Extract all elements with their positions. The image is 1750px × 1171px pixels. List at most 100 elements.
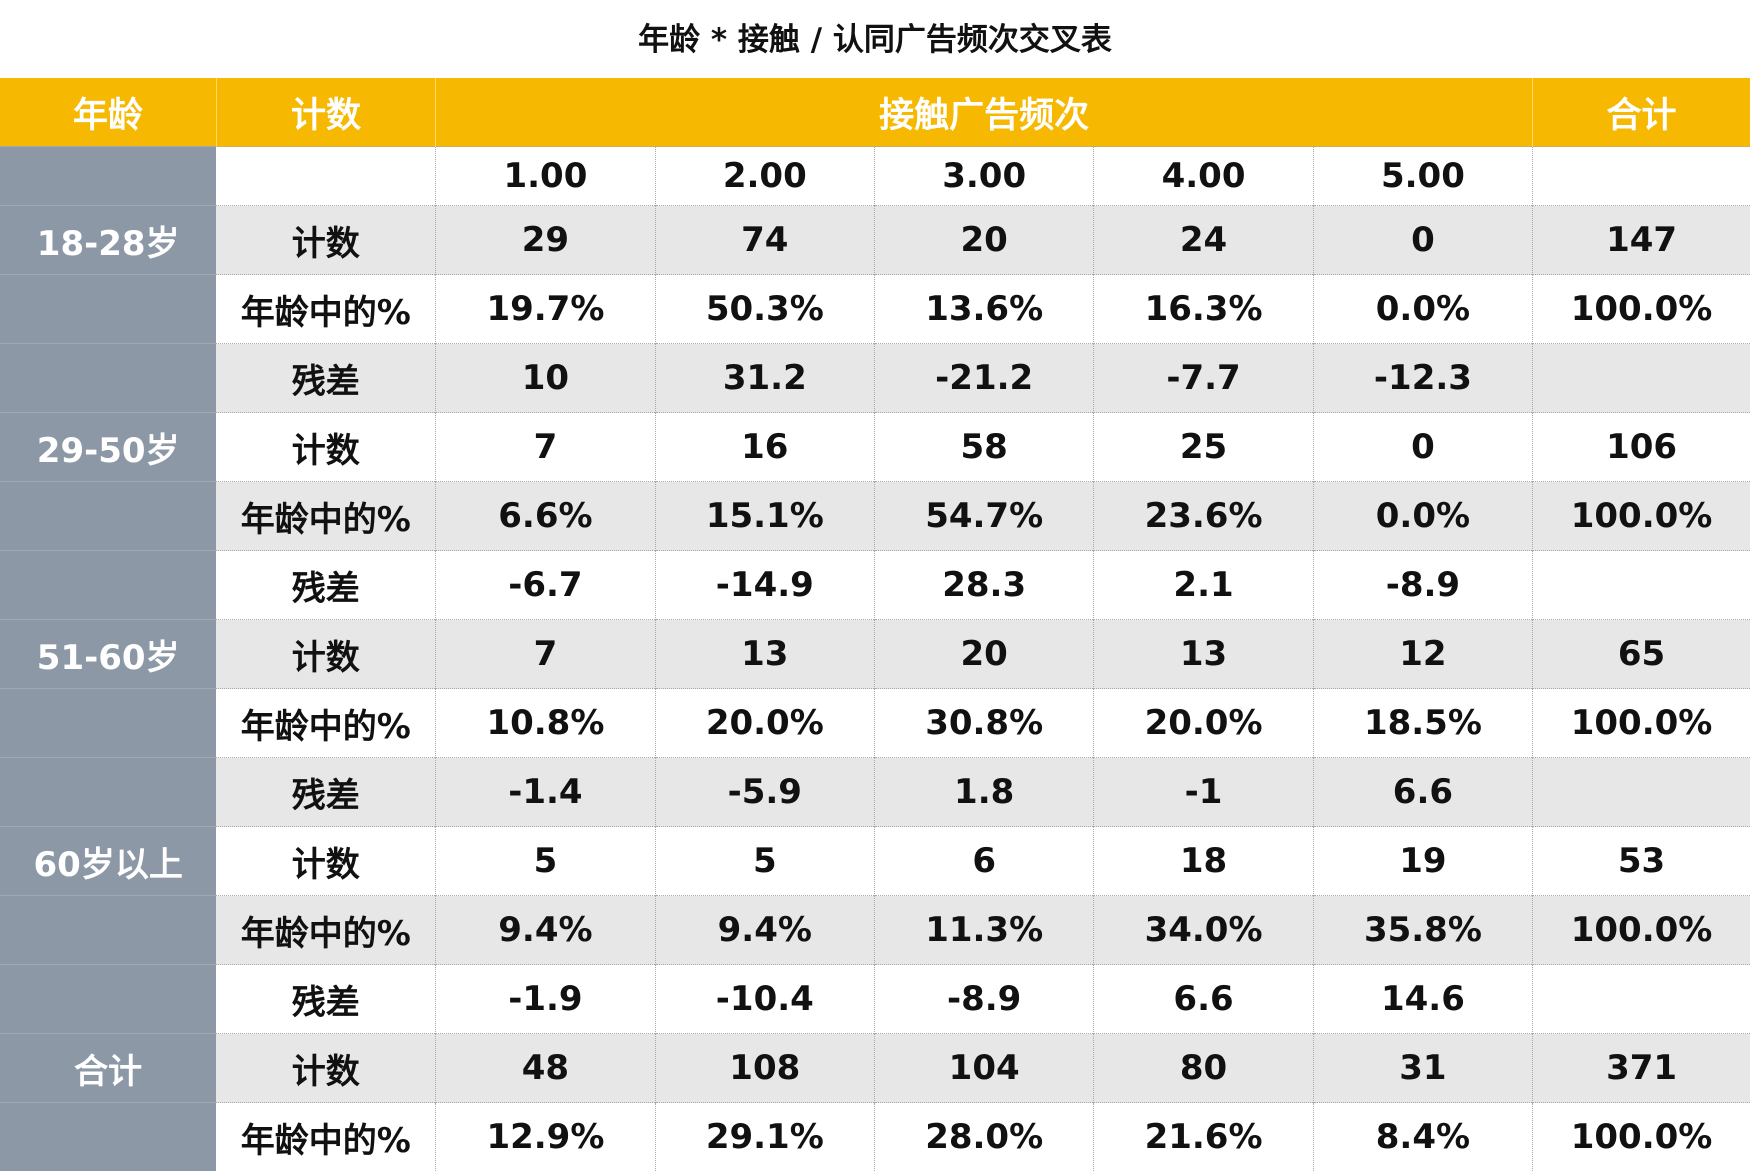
statistic-label: 年龄中的% (216, 689, 435, 758)
value-cell: -8.9 (1313, 551, 1532, 620)
row-total-cell (1533, 551, 1750, 620)
statistic-label: 计数 (216, 827, 435, 896)
value-cell: 74 (655, 206, 874, 275)
value-cell: -6.7 (436, 551, 655, 620)
frequency-label: 3.00 (874, 147, 1093, 206)
age-group-label (0, 758, 216, 827)
value-cell: 108 (655, 1034, 874, 1103)
age-group-label: 29-50岁 (0, 413, 216, 482)
value-cell: 6.6% (436, 482, 655, 551)
value-cell: 8.4% (1313, 1103, 1532, 1171)
age-group-label: 51-60岁 (0, 620, 216, 689)
value-cell: 58 (874, 413, 1093, 482)
value-cell: 0 (1313, 206, 1532, 275)
value-cell: -10.4 (655, 965, 874, 1034)
total-cell (1533, 147, 1750, 206)
value-cell: 5 (655, 827, 874, 896)
value-cell: 23.6% (1094, 482, 1313, 551)
frequency-label: 5.00 (1313, 147, 1532, 206)
frequency-subheader-row: 1.00 2.00 3.00 4.00 5.00 (0, 147, 1750, 206)
value-cell: 6 (874, 827, 1093, 896)
value-cell: 20.0% (1094, 689, 1313, 758)
age-group-label: 60岁以上 (0, 827, 216, 896)
value-cell: 28.0% (874, 1103, 1093, 1171)
age-group-label (0, 1103, 216, 1171)
statistic-label: 计数 (216, 1034, 435, 1103)
stat-cell (216, 147, 435, 206)
value-cell: 30.8% (874, 689, 1093, 758)
value-cell: -5.9 (655, 758, 874, 827)
row-total-cell: 100.0% (1533, 1103, 1750, 1171)
value-cell: 10 (436, 344, 655, 413)
value-cell: 20 (874, 620, 1093, 689)
header-frequency-group: 接触广告频次 (436, 78, 1533, 147)
age-group-label (0, 689, 216, 758)
statistic-label: 计数 (216, 620, 435, 689)
row-total-cell: 100.0% (1533, 275, 1750, 344)
statistic-label: 残差 (216, 758, 435, 827)
value-cell: 24 (1094, 206, 1313, 275)
value-cell: -1.4 (436, 758, 655, 827)
value-cell: 20.0% (655, 689, 874, 758)
row-total-cell (1533, 965, 1750, 1034)
value-cell: 13.6% (874, 275, 1093, 344)
row-total-cell (1533, 758, 1750, 827)
value-cell: 54.7% (874, 482, 1093, 551)
value-cell: 50.3% (655, 275, 874, 344)
value-cell: 16 (655, 413, 874, 482)
row-total-cell: 100.0% (1533, 482, 1750, 551)
frequency-label: 4.00 (1094, 147, 1313, 206)
age-group-label (0, 275, 216, 344)
value-cell: 80 (1094, 1034, 1313, 1103)
age-group-label (0, 344, 216, 413)
value-cell: 31.2 (655, 344, 874, 413)
table-row: 年龄中的%12.9%29.1%28.0%21.6%8.4%100.0% (0, 1103, 1750, 1171)
row-total-cell (1533, 344, 1750, 413)
value-cell: 13 (655, 620, 874, 689)
row-total-cell: 371 (1533, 1034, 1750, 1103)
value-cell: 7 (436, 413, 655, 482)
value-cell: -1 (1094, 758, 1313, 827)
statistic-label: 计数 (216, 413, 435, 482)
value-cell: 0.0% (1313, 275, 1532, 344)
header-row: 年龄 计数 接触广告频次 合计 (0, 78, 1750, 147)
age-group-label (0, 482, 216, 551)
value-cell: 15.1% (655, 482, 874, 551)
table-title: 年龄 * 接触 / 认同广告频次交叉表 (0, 0, 1750, 78)
row-total-cell: 65 (1533, 620, 1750, 689)
value-cell: 104 (874, 1034, 1093, 1103)
value-cell: 5 (436, 827, 655, 896)
statistic-label: 计数 (216, 206, 435, 275)
value-cell: -8.9 (874, 965, 1093, 1034)
frequency-label: 1.00 (436, 147, 655, 206)
value-cell: 34.0% (1094, 896, 1313, 965)
value-cell: -7.7 (1094, 344, 1313, 413)
frequency-label: 2.00 (655, 147, 874, 206)
table-row: 年龄中的%9.4%9.4%11.3%34.0%35.8%100.0% (0, 896, 1750, 965)
age-group-label: 18-28岁 (0, 206, 216, 275)
value-cell: 18.5% (1313, 689, 1532, 758)
crosstab-table: 年龄 计数 接触广告频次 合计 1.00 2.00 3.00 4.00 5.00… (0, 78, 1750, 1171)
value-cell: 7 (436, 620, 655, 689)
header-age: 年龄 (0, 78, 216, 147)
age-cell (0, 147, 216, 206)
age-group-label (0, 965, 216, 1034)
value-cell: 13 (1094, 620, 1313, 689)
value-cell: 0.0% (1313, 482, 1532, 551)
row-total-cell: 53 (1533, 827, 1750, 896)
row-total-cell: 147 (1533, 206, 1750, 275)
age-group-label: 合计 (0, 1034, 216, 1103)
value-cell: 1.8 (874, 758, 1093, 827)
value-cell: 11.3% (874, 896, 1093, 965)
row-total-cell: 106 (1533, 413, 1750, 482)
value-cell: 18 (1094, 827, 1313, 896)
value-cell: 14.6 (1313, 965, 1532, 1034)
value-cell: 20 (874, 206, 1093, 275)
value-cell: 16.3% (1094, 275, 1313, 344)
value-cell: 28.3 (874, 551, 1093, 620)
value-cell: 19 (1313, 827, 1532, 896)
